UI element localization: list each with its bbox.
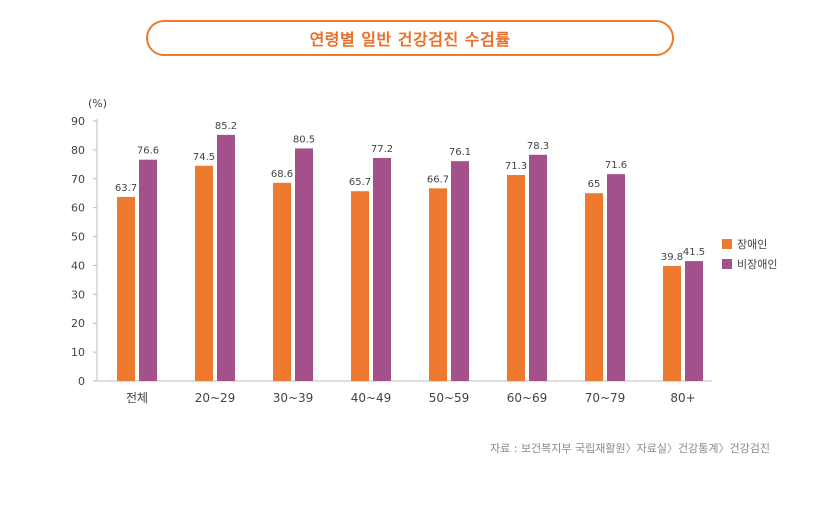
x-tick-label: 40~49	[351, 391, 392, 405]
legend-swatch-non-disabled	[722, 259, 732, 269]
x-tick-label: 60~69	[507, 391, 548, 405]
y-tick-label: 0	[78, 375, 85, 388]
x-tick-label: 80+	[670, 391, 695, 405]
y-tick-label: 50	[71, 231, 85, 244]
x-tick-label: 50~59	[429, 391, 470, 405]
bar-disabled	[351, 191, 369, 381]
y-tick-label: 60	[71, 202, 85, 215]
bar-disabled	[663, 266, 681, 381]
legend-label-disabled: 장애인	[737, 238, 767, 251]
data-label: 80.5	[293, 134, 315, 145]
data-label: 74.5	[193, 152, 215, 163]
legend-swatch-disabled	[722, 239, 732, 249]
bar-non-disabled	[295, 148, 313, 381]
bar-disabled	[429, 188, 447, 381]
bar-disabled	[195, 165, 213, 381]
data-label: 63.7	[115, 183, 137, 194]
data-label: 39.8	[661, 252, 683, 263]
x-tick-label: 70~79	[585, 391, 626, 405]
y-tick-label: 40	[71, 259, 85, 272]
bar-disabled	[585, 193, 603, 381]
data-label: 65.7	[349, 177, 371, 188]
data-label: 76.1	[449, 147, 471, 158]
data-label: 66.7	[427, 174, 449, 185]
legend-label-non-disabled: 비장애인	[737, 258, 777, 271]
source-note: 자료 : 보건복지부 국립재활원〉자료실〉건강통계〉건강검진	[490, 442, 770, 455]
y-tick-label: 70	[71, 173, 85, 186]
bar-non-disabled	[685, 261, 703, 381]
bar-non-disabled	[217, 134, 235, 381]
bar-non-disabled	[451, 161, 469, 381]
data-label: 71.3	[505, 161, 527, 172]
data-label: 85.2	[215, 121, 237, 132]
y-tick-label: 90	[71, 115, 85, 128]
data-label: 78.3	[527, 141, 549, 152]
y-tick-label: 80	[71, 144, 85, 157]
y-tick-label: 10	[71, 346, 85, 359]
x-tick-label: 전체	[126, 391, 148, 405]
bar-non-disabled	[139, 159, 157, 381]
data-label: 41.5	[683, 247, 705, 258]
bar-non-disabled	[607, 174, 625, 381]
bar-disabled	[273, 182, 291, 381]
data-label: 65	[588, 179, 601, 190]
data-label: 71.6	[605, 160, 627, 171]
data-label: 76.6	[137, 146, 159, 157]
chart-title: 연령별 일반 건강검진 수검률	[146, 20, 674, 56]
bar-disabled	[117, 196, 135, 381]
bar-disabled	[507, 175, 525, 381]
data-label: 77.2	[371, 144, 393, 155]
x-tick-label: 20~29	[195, 391, 236, 405]
y-tick-label: 20	[71, 317, 85, 330]
y-tick-label: 30	[71, 288, 85, 301]
y-axis-unit-label: (%)	[88, 97, 107, 110]
bar-non-disabled	[529, 154, 547, 381]
data-label: 68.6	[271, 169, 293, 180]
bar-non-disabled	[373, 157, 391, 381]
x-tick-label: 30~39	[273, 391, 314, 405]
